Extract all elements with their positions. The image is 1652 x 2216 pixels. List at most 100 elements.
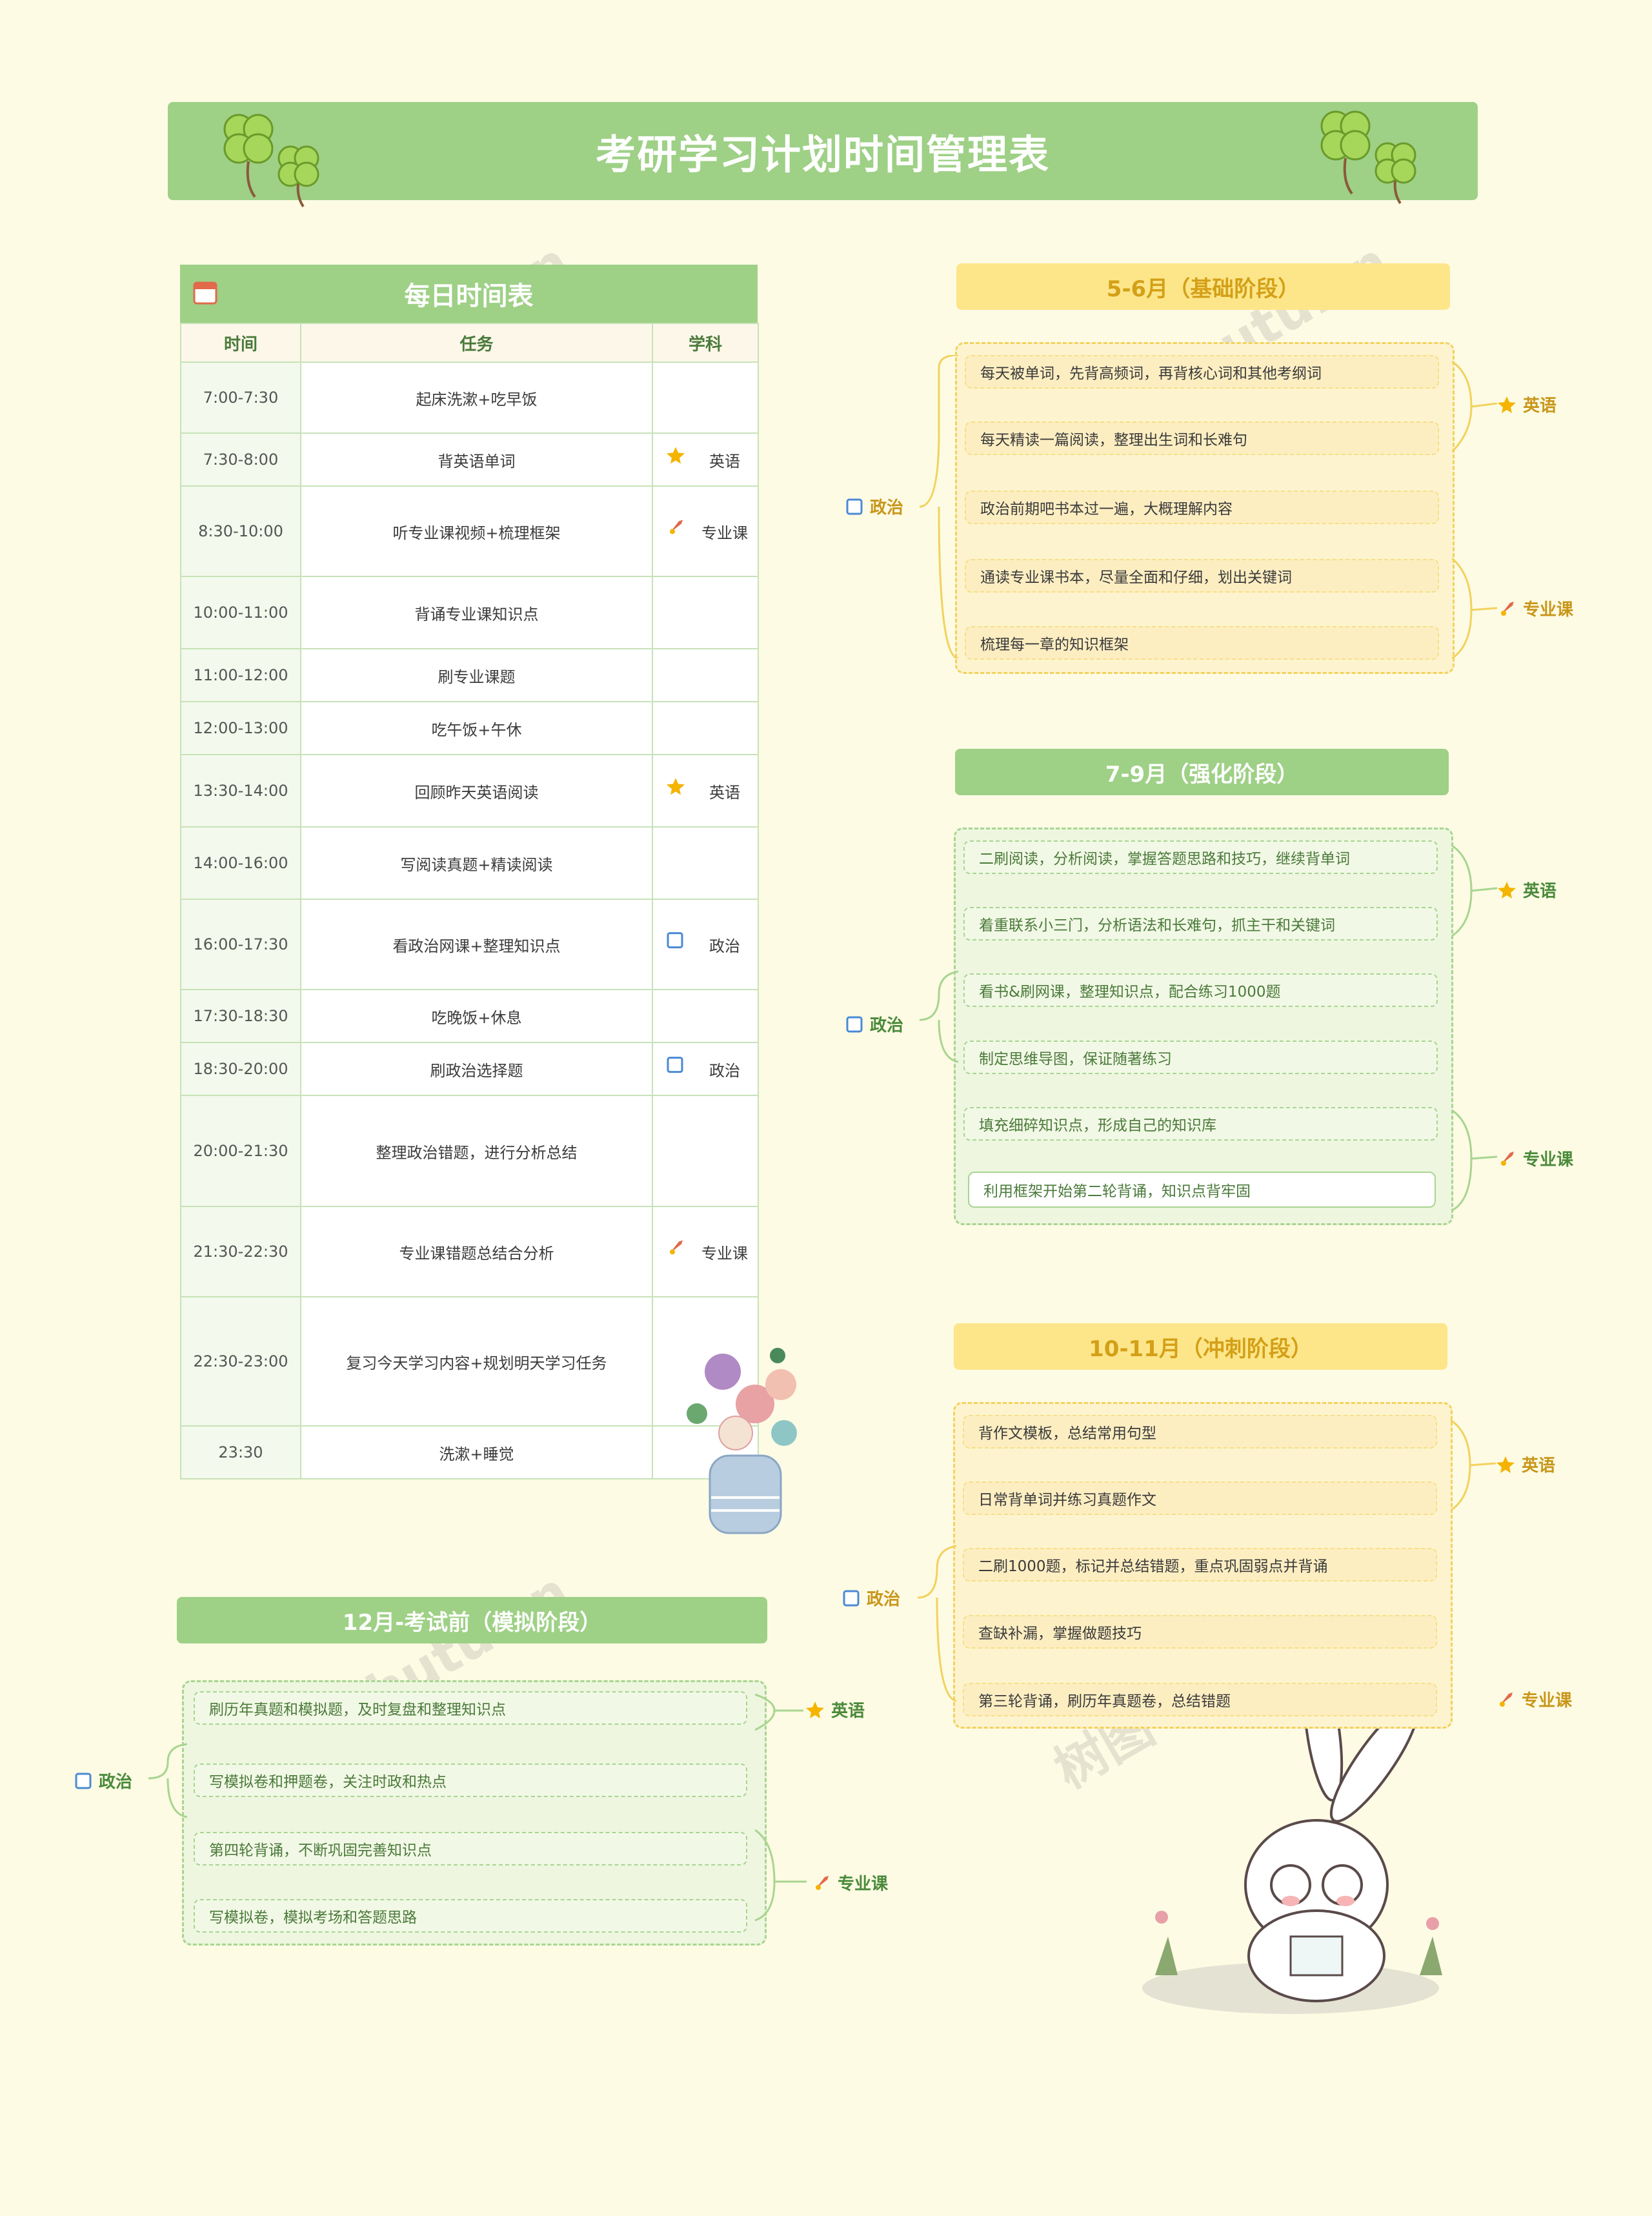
column-header: 任务	[300, 323, 653, 363]
subject-label	[686, 389, 725, 407]
subject-label: 英语	[709, 783, 740, 802]
time-cell: 10:00-11:00	[180, 576, 301, 649]
stage-4-item: 第四轮背诵，不断巩固完善知识点	[194, 1832, 747, 1865]
rabbit-illustration	[1142, 1658, 1442, 2014]
subject-label: 专业课	[701, 524, 748, 542]
rocket-icon	[816, 1875, 829, 1890]
daily-schedule: 每日时间表 时间 任务 学科 7:00-7:30 起床洗漱+吃早饭 7:30-8:0…	[180, 265, 759, 1479]
stage-3-item: 第三轮背诵，刷历年真题卷，总结错题	[963, 1683, 1437, 1716]
stage-3-item: 背作文模板，总结常用句型	[963, 1415, 1437, 1449]
subject-label: 专业课	[701, 1244, 748, 1263]
column-header: 时间	[180, 323, 301, 363]
subject-cell: 专业课	[652, 1206, 759, 1297]
connector-line	[1451, 1419, 1496, 1512]
daily-schedule-title: 每日时间表	[180, 265, 758, 323]
stage-3-tag-english: 英语	[1496, 1452, 1555, 1476]
subject-cell	[652, 648, 759, 702]
star-icon	[666, 445, 685, 469]
subject-label	[686, 604, 725, 622]
stage-1-tag-major: 专业课	[1497, 596, 1573, 620]
connector-line	[148, 1743, 187, 1818]
stage-4-title: 12月-考试前（模拟阶段）	[177, 1597, 767, 1643]
task-cell: 整理政治错题，进行分析总结	[300, 1095, 653, 1207]
rocket-icon	[666, 517, 685, 540]
connector-line	[755, 1693, 807, 1922]
book-icon	[75, 1773, 92, 1789]
subject-cell: 英语	[652, 754, 759, 828]
stage-1-item: 每天被单词，先背高频词，再背核心词和其他考纲词	[965, 355, 1439, 389]
time-cell: 18:30-20:00	[180, 1042, 301, 1096]
subject-label	[686, 666, 725, 684]
page-title: 考研学习计划时间管理表	[168, 102, 1478, 200]
subject-label: 英语	[709, 452, 740, 471]
page-title-text: 考研学习计划时间管理表	[595, 131, 1050, 178]
time-cell: 7:00-7:30	[180, 361, 301, 434]
task-cell: 背诵专业课知识点	[300, 576, 653, 649]
table-row: 14:00-16:00 写阅读真题+精读阅读	[180, 826, 759, 900]
table-row: 21:30-22:30 专业课错题总结合分析 专业课	[180, 1206, 759, 1297]
task-cell: 回顾昨天英语阅读	[300, 754, 653, 828]
connector-line	[1452, 360, 1497, 658]
time-cell: 17:30-18:30	[180, 989, 301, 1043]
stage-1-item: 通读专业课书本，尽量全面和仔细，划出关键词	[965, 559, 1439, 593]
column-header: 学科	[652, 323, 759, 363]
time-cell: 20:00-21:30	[180, 1095, 301, 1207]
connector-line	[920, 970, 958, 1063]
table-row: 10:00-11:00 背诵专业课知识点	[180, 576, 759, 649]
subject-cell: 政治	[652, 1042, 759, 1096]
star-icon	[1498, 396, 1516, 413]
stage-4-item: 刷历年真题和模拟题，及时复盘和整理知识点	[194, 1691, 747, 1725]
star-icon	[1496, 1456, 1515, 1473]
stage-3-title: 10-11月（冲刺阶段）	[954, 1323, 1447, 1370]
table-row: 17:30-18:30 吃晚饭+休息	[180, 989, 759, 1043]
subject-label	[686, 719, 725, 737]
time-cell: 14:00-16:00	[180, 826, 301, 900]
rocket-icon	[1501, 1151, 1514, 1166]
connector-line	[1452, 844, 1497, 1212]
connector-line	[920, 355, 958, 658]
stage-1-tag-english: 英语	[1497, 392, 1556, 416]
stage-3-tag-politics: 政治	[842, 1586, 900, 1610]
stage-4-tag-major: 专业课	[812, 1871, 888, 1895]
task-cell: 看政治网课+整理知识点	[300, 899, 653, 990]
time-cell: 23:30	[180, 1425, 301, 1479]
time-cell: 22:30-23:00	[180, 1296, 301, 1427]
stage-4-item: 写模拟卷和押题卷，关注时政和热点	[194, 1764, 747, 1797]
clover-icon	[1320, 110, 1416, 205]
time-cell: 11:00-12:00	[180, 648, 301, 702]
star-icon	[666, 777, 685, 800]
time-cell: 21:30-22:30	[180, 1206, 301, 1297]
flower-vase-illustration	[687, 1348, 797, 1534]
subject-label: 政治	[709, 937, 740, 955]
stage-4-tag-politics: 政治	[74, 1769, 132, 1793]
task-cell: 听专业课视频+梳理框架	[300, 485, 653, 577]
stage-3-item: 查缺补漏，掌握做题技巧	[963, 1615, 1437, 1649]
subject-cell	[652, 361, 759, 434]
subject-cell	[652, 701, 759, 755]
rocket-icon	[1501, 601, 1514, 616]
time-cell: 12:00-13:00	[180, 701, 301, 755]
stage-3-item: 日常背单词并练习真题作文	[963, 1481, 1437, 1515]
book-icon	[666, 1056, 684, 1078]
time-cell: 7:30-8:00	[180, 432, 301, 487]
task-cell: 吃晚饭+休息	[300, 989, 653, 1043]
task-cell: 刷政治选择题	[300, 1042, 653, 1096]
task-cell: 复习今天学习内容+规划明天学习任务	[300, 1296, 653, 1427]
subject-label	[686, 1142, 725, 1160]
book-icon	[846, 498, 863, 514]
table-row: 20:00-21:30 整理政治错题，进行分析总结	[180, 1095, 759, 1207]
book-icon	[843, 1590, 860, 1606]
table-row: 18:30-20:00 刷政治选择题 政治	[180, 1042, 759, 1096]
stage-2-item: 看书&刷网课，整理知识点，配合练习1000题	[963, 973, 1438, 1007]
subject-cell: 英语	[652, 432, 759, 487]
subject-label	[686, 854, 725, 872]
stage-1-tag-politics: 政治	[845, 494, 903, 518]
rocket-icon	[666, 1237, 685, 1261]
clover-icon	[223, 114, 319, 208]
subject-cell	[652, 576, 759, 649]
stage-2-item: 二刷阅读，分析阅读，掌握答题思路和技巧，继续背单词	[963, 840, 1438, 874]
stage-2-tag-english: 英语	[1497, 878, 1556, 902]
time-cell: 16:00-17:30	[180, 899, 301, 990]
subject-cell: 政治	[652, 899, 759, 990]
table-row: 11:00-12:00 刷专业课题	[180, 648, 759, 702]
